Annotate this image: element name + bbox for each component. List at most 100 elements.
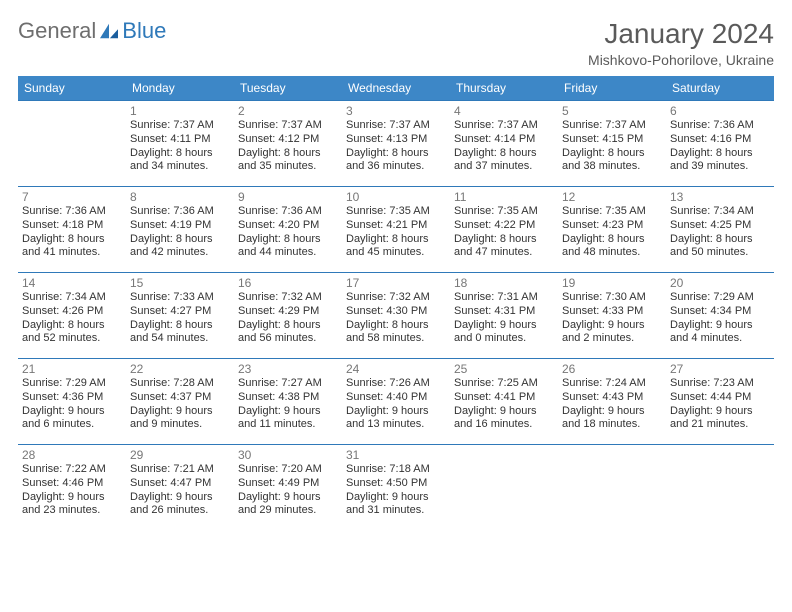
sunrise-line: Sunrise: 7:20 AM [238,463,338,477]
sunrise-line: Sunrise: 7:26 AM [346,377,446,391]
weekday-header: Wednesday [342,76,450,101]
day-number: 9 [238,190,338,204]
day-number: 13 [670,190,770,204]
day-number: 30 [238,448,338,462]
daylight-line-1: Daylight: 9 hours [238,491,338,505]
sunrise-line: Sunrise: 7:21 AM [130,463,230,477]
calendar-week-row: 1Sunrise: 7:37 AMSunset: 4:11 PMDaylight… [18,101,774,187]
day-number: 6 [670,104,770,118]
sunset-line: Sunset: 4:29 PM [238,305,338,319]
sunset-line: Sunset: 4:15 PM [562,133,662,147]
calendar-day-cell: 23Sunrise: 7:27 AMSunset: 4:38 PMDayligh… [234,359,342,445]
logo-text-general: General [18,18,96,44]
day-number: 29 [130,448,230,462]
calendar-day-cell [450,445,558,531]
sunrise-line: Sunrise: 7:29 AM [22,377,122,391]
sunset-line: Sunset: 4:27 PM [130,305,230,319]
calendar-week-row: 28Sunrise: 7:22 AMSunset: 4:46 PMDayligh… [18,445,774,531]
daylight-line-2: and 54 minutes. [130,332,230,346]
calendar-day-cell: 20Sunrise: 7:29 AMSunset: 4:34 PMDayligh… [666,273,774,359]
calendar-day-cell: 2Sunrise: 7:37 AMSunset: 4:12 PMDaylight… [234,101,342,187]
day-number: 12 [562,190,662,204]
sunset-line: Sunset: 4:13 PM [346,133,446,147]
daylight-line-2: and 16 minutes. [454,418,554,432]
calendar-day-cell: 13Sunrise: 7:34 AMSunset: 4:25 PMDayligh… [666,187,774,273]
calendar-day-cell [18,101,126,187]
sunset-line: Sunset: 4:11 PM [130,133,230,147]
sunset-line: Sunset: 4:41 PM [454,391,554,405]
daylight-line-1: Daylight: 8 hours [562,233,662,247]
sunrise-line: Sunrise: 7:32 AM [238,291,338,305]
sunset-line: Sunset: 4:46 PM [22,477,122,491]
daylight-line-1: Daylight: 9 hours [22,405,122,419]
calendar-week-row: 7Sunrise: 7:36 AMSunset: 4:18 PMDaylight… [18,187,774,273]
daylight-line-2: and 47 minutes. [454,246,554,260]
daylight-line-1: Daylight: 8 hours [130,233,230,247]
calendar-day-cell: 31Sunrise: 7:18 AMSunset: 4:50 PMDayligh… [342,445,450,531]
daylight-line-2: and 11 minutes. [238,418,338,432]
sunrise-line: Sunrise: 7:37 AM [562,119,662,133]
daylight-line-1: Daylight: 9 hours [22,491,122,505]
calendar-day-cell: 12Sunrise: 7:35 AMSunset: 4:23 PMDayligh… [558,187,666,273]
daylight-line-1: Daylight: 8 hours [562,147,662,161]
daylight-line-1: Daylight: 8 hours [346,147,446,161]
sunset-line: Sunset: 4:37 PM [130,391,230,405]
daylight-line-1: Daylight: 9 hours [562,319,662,333]
calendar-day-cell: 25Sunrise: 7:25 AMSunset: 4:41 PMDayligh… [450,359,558,445]
calendar-day-cell: 11Sunrise: 7:35 AMSunset: 4:22 PMDayligh… [450,187,558,273]
daylight-line-2: and 42 minutes. [130,246,230,260]
daylight-line-1: Daylight: 9 hours [238,405,338,419]
logo: General Blue [18,18,166,44]
day-number: 18 [454,276,554,290]
daylight-line-2: and 9 minutes. [130,418,230,432]
weekday-header: Friday [558,76,666,101]
sunset-line: Sunset: 4:25 PM [670,219,770,233]
daylight-line-2: and 58 minutes. [346,332,446,346]
daylight-line-2: and 48 minutes. [562,246,662,260]
day-number: 7 [22,190,122,204]
calendar-day-cell [666,445,774,531]
calendar-day-cell: 22Sunrise: 7:28 AMSunset: 4:37 PMDayligh… [126,359,234,445]
sunset-line: Sunset: 4:50 PM [346,477,446,491]
daylight-line-1: Daylight: 9 hours [670,405,770,419]
daylight-line-2: and 56 minutes. [238,332,338,346]
daylight-line-2: and 36 minutes. [346,160,446,174]
daylight-line-2: and 39 minutes. [670,160,770,174]
day-number: 15 [130,276,230,290]
calendar-day-cell: 3Sunrise: 7:37 AMSunset: 4:13 PMDaylight… [342,101,450,187]
daylight-line-2: and 13 minutes. [346,418,446,432]
daylight-line-2: and 6 minutes. [22,418,122,432]
sunrise-line: Sunrise: 7:34 AM [670,205,770,219]
daylight-line-1: Daylight: 8 hours [22,319,122,333]
calendar-week-row: 14Sunrise: 7:34 AMSunset: 4:26 PMDayligh… [18,273,774,359]
sunset-line: Sunset: 4:38 PM [238,391,338,405]
weekday-header: Saturday [666,76,774,101]
calendar-week-row: 21Sunrise: 7:29 AMSunset: 4:36 PMDayligh… [18,359,774,445]
day-number: 21 [22,362,122,376]
daylight-line-2: and 44 minutes. [238,246,338,260]
sunset-line: Sunset: 4:26 PM [22,305,122,319]
day-number: 19 [562,276,662,290]
weekday-header: Thursday [450,76,558,101]
daylight-line-2: and 26 minutes. [130,504,230,518]
day-number: 26 [562,362,662,376]
calendar-day-cell: 10Sunrise: 7:35 AMSunset: 4:21 PMDayligh… [342,187,450,273]
weekday-header: Monday [126,76,234,101]
calendar-day-cell: 1Sunrise: 7:37 AMSunset: 4:11 PMDaylight… [126,101,234,187]
daylight-line-2: and 18 minutes. [562,418,662,432]
sunset-line: Sunset: 4:22 PM [454,219,554,233]
day-number: 22 [130,362,230,376]
calendar-day-cell: 6Sunrise: 7:36 AMSunset: 4:16 PMDaylight… [666,101,774,187]
calendar-day-cell: 21Sunrise: 7:29 AMSunset: 4:36 PMDayligh… [18,359,126,445]
sunrise-line: Sunrise: 7:37 AM [238,119,338,133]
sunrise-line: Sunrise: 7:36 AM [238,205,338,219]
sunset-line: Sunset: 4:21 PM [346,219,446,233]
sunset-line: Sunset: 4:43 PM [562,391,662,405]
calendar-day-cell: 9Sunrise: 7:36 AMSunset: 4:20 PMDaylight… [234,187,342,273]
daylight-line-2: and 4 minutes. [670,332,770,346]
daylight-line-2: and 34 minutes. [130,160,230,174]
day-number: 23 [238,362,338,376]
sunrise-line: Sunrise: 7:36 AM [22,205,122,219]
sunset-line: Sunset: 4:16 PM [670,133,770,147]
day-number: 25 [454,362,554,376]
